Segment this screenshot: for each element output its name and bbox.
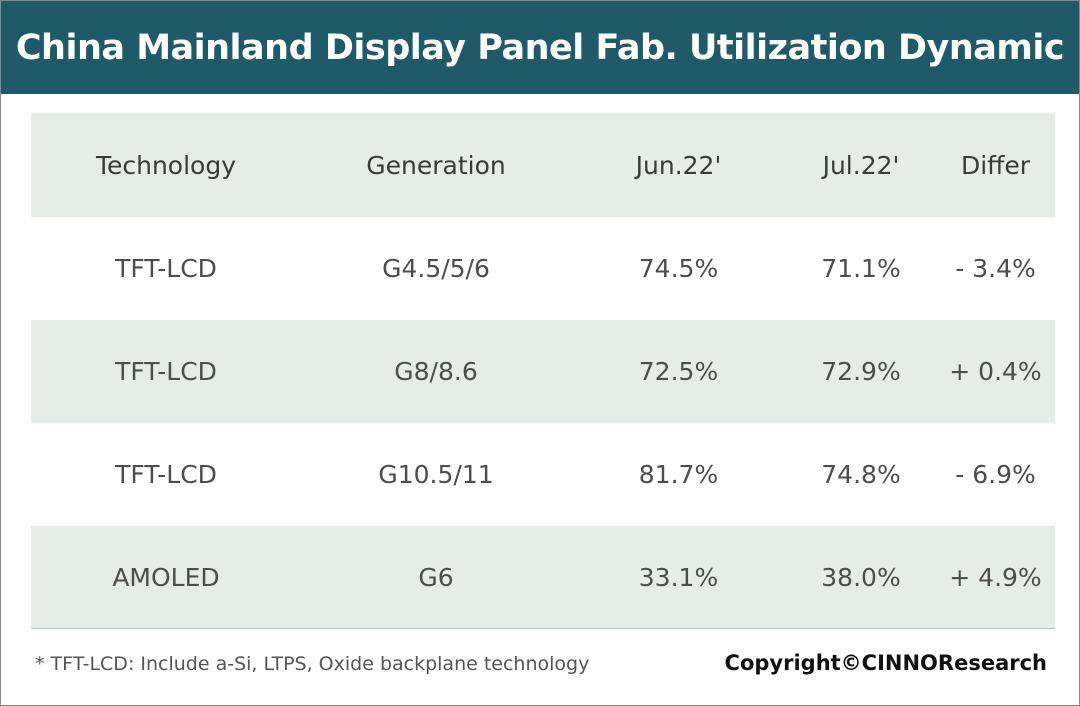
footnote: * TFT-LCD: Include a-Si, LTPS, Oxide bac… <box>35 653 590 675</box>
cell-jul-22: 74.8% <box>821 460 901 489</box>
copyright: Copyright©CINNOResearch <box>724 651 1047 675</box>
table-row: AMOLED G6 33.1% 38.0% + 4.9% <box>31 526 1055 629</box>
cell-differ: + 0.4% <box>949 357 1042 386</box>
cell-jun-22: 33.1% <box>638 563 719 592</box>
cell-technology: TFT-LCD <box>115 357 217 386</box>
cell-differ: - 6.9% <box>955 460 1036 489</box>
footer-divider <box>31 628 1055 629</box>
cell-jul-22: 71.1% <box>821 254 901 283</box>
cell-differ: + 4.9% <box>949 563 1042 592</box>
cell-jun-22: 74.5% <box>638 254 719 283</box>
table-header-row: Technology Generation Jun.22' Jul.22' Di… <box>31 113 1055 217</box>
cell-generation: G8/8.6 <box>394 357 478 386</box>
cell-jul-22: 72.9% <box>821 357 901 386</box>
cell-generation: G10.5/11 <box>378 460 494 489</box>
table-row: TFT-LCD G8/8.6 72.5% 72.9% + 0.4% <box>31 320 1055 423</box>
header-jun-22: Jun.22' <box>635 150 722 180</box>
cell-generation: G6 <box>418 563 454 592</box>
header-generation: Generation <box>366 150 506 180</box>
table-row: TFT-LCD G10.5/11 81.7% 74.8% - 6.9% <box>31 423 1055 526</box>
chart-title: China Mainland Display Panel Fab. Utiliz… <box>15 27 1065 68</box>
cell-differ: - 3.4% <box>955 254 1036 283</box>
cell-technology: TFT-LCD <box>115 254 217 283</box>
title-bar: China Mainland Display Panel Fab. Utiliz… <box>1 1 1079 94</box>
cell-generation: G4.5/5/6 <box>382 254 490 283</box>
header-technology: Technology <box>95 150 237 180</box>
cell-jul-22: 38.0% <box>821 563 901 592</box>
cell-technology: AMOLED <box>112 563 220 592</box>
cell-technology: TFT-LCD <box>115 460 217 489</box>
cell-jun-22: 81.7% <box>638 460 719 489</box>
utilization-table: Technology Generation Jun.22' Jul.22' Di… <box>31 113 1055 629</box>
table-row: TFT-LCD G4.5/5/6 74.5% 71.1% - 3.4% <box>31 217 1055 320</box>
header-jul-22: Jul.22' <box>822 150 900 180</box>
cell-jun-22: 72.5% <box>638 357 719 386</box>
header-differ: Differ <box>960 150 1031 180</box>
